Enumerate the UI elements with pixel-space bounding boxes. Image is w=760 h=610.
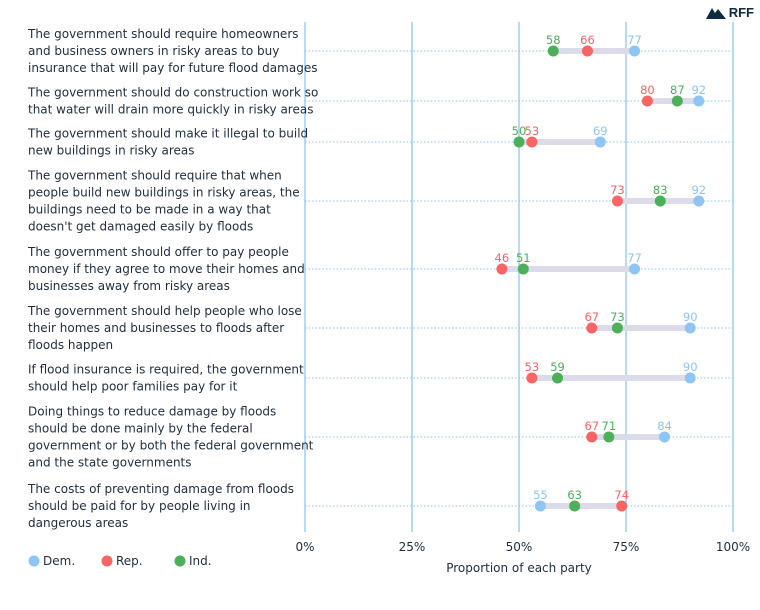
category-label: money if they agree to move their homes … bbox=[28, 262, 305, 276]
data-label: 69 bbox=[593, 124, 608, 138]
legend-label: Ind. bbox=[189, 554, 212, 568]
dot-ind bbox=[611, 322, 623, 334]
category-label: and the state governments bbox=[28, 456, 192, 470]
legend-label: Dem. bbox=[43, 554, 75, 568]
category-label: The government should offer to pay peopl… bbox=[27, 245, 289, 259]
legend-label: Rep. bbox=[116, 554, 143, 568]
data-label: 90 bbox=[683, 360, 698, 374]
data-label: 83 bbox=[653, 183, 668, 197]
legend-swatch bbox=[101, 555, 113, 567]
category-label: and business owners in risky areas to bu… bbox=[28, 44, 279, 58]
category-label: Doing things to reduce damage by floods bbox=[28, 405, 276, 419]
x-tick-label: 75% bbox=[613, 540, 640, 554]
dot-rep bbox=[586, 431, 598, 443]
dot-ind bbox=[513, 136, 525, 148]
data-label: 90 bbox=[683, 310, 698, 324]
category-label: should be done mainly by the federal bbox=[28, 422, 253, 436]
dot-rep bbox=[526, 136, 538, 148]
category-label: should help poor families pay for it bbox=[28, 380, 238, 394]
dot-dem bbox=[684, 322, 696, 334]
dot-dem bbox=[693, 95, 705, 107]
data-label: 73 bbox=[610, 310, 625, 324]
category-label: should be paid for by people living in bbox=[28, 499, 251, 513]
dot-rep bbox=[496, 263, 508, 275]
dot-ind bbox=[671, 95, 683, 107]
data-label: 74 bbox=[614, 488, 629, 502]
data-label: 77 bbox=[627, 33, 642, 47]
category-label: The government should require homeowners bbox=[27, 27, 299, 41]
dot-rep bbox=[641, 95, 653, 107]
category-label: that water will drain more quickly in ri… bbox=[28, 103, 313, 117]
dot-rep bbox=[581, 45, 593, 57]
category-label: The costs of preventing damage from floo… bbox=[27, 482, 294, 496]
legend-swatch bbox=[28, 555, 40, 567]
mountain-logo-icon bbox=[705, 8, 726, 19]
dot-dem bbox=[659, 431, 671, 443]
data-label: 84 bbox=[657, 419, 672, 433]
x-tick-label: 100% bbox=[716, 540, 750, 554]
data-label: 58 bbox=[546, 33, 561, 47]
category-label: businesses away from risky areas bbox=[28, 279, 230, 293]
dot-ind bbox=[552, 372, 564, 384]
dot-ind bbox=[547, 45, 559, 57]
data-label: 92 bbox=[691, 83, 706, 97]
data-label: 73 bbox=[610, 183, 625, 197]
data-label: 80 bbox=[640, 83, 655, 97]
data-label: 51 bbox=[516, 251, 531, 265]
dot-ind bbox=[517, 263, 529, 275]
category-label: their homes and businesses to floods aft… bbox=[28, 321, 284, 335]
category-label: people build new buildings in risky area… bbox=[28, 186, 300, 200]
category-label: new buildings in risky areas bbox=[28, 144, 194, 158]
dot-ind bbox=[603, 431, 615, 443]
category-label: government or by both the federal govern… bbox=[28, 439, 314, 453]
data-label: 50 bbox=[512, 124, 527, 138]
x-tick-label: 25% bbox=[399, 540, 426, 554]
data-label: 87 bbox=[670, 83, 685, 97]
category-label: dangerous areas bbox=[28, 516, 128, 530]
data-label: 77 bbox=[627, 251, 642, 265]
data-label: 67 bbox=[584, 310, 599, 324]
data-label: 55 bbox=[533, 488, 548, 502]
x-axis-label: Proportion of each party bbox=[446, 561, 592, 575]
x-tick-label: 0% bbox=[295, 540, 314, 554]
dot-dem bbox=[684, 372, 696, 384]
category-label: doesn't get damaged easily by floods bbox=[28, 220, 253, 234]
rff-logo: RFF bbox=[705, 5, 754, 20]
dot-rep bbox=[611, 195, 623, 207]
category-label: buildings need to be made in a way that bbox=[28, 203, 271, 217]
category-label: The government should require that when bbox=[27, 169, 282, 183]
dot-dem bbox=[534, 500, 546, 512]
category-label: The government should make it illegal to… bbox=[27, 127, 308, 141]
legend-swatch bbox=[174, 555, 186, 567]
dot-ind bbox=[569, 500, 581, 512]
data-label: 63 bbox=[567, 488, 582, 502]
data-label: 71 bbox=[602, 419, 617, 433]
x-tick-label: 50% bbox=[506, 540, 533, 554]
data-label: 53 bbox=[525, 124, 540, 138]
data-label: 59 bbox=[550, 360, 565, 374]
dot-rep bbox=[586, 322, 598, 334]
category-label: The government should help people who lo… bbox=[27, 304, 302, 318]
logo-text: RFF bbox=[728, 5, 754, 20]
data-label: 92 bbox=[691, 183, 706, 197]
dot-ind bbox=[654, 195, 666, 207]
dot-rep bbox=[616, 500, 628, 512]
dot-rep bbox=[526, 372, 538, 384]
dot-dem bbox=[693, 195, 705, 207]
dot-dem bbox=[594, 136, 606, 148]
category-label: If flood insurance is required, the gove… bbox=[28, 363, 304, 377]
dot-dem bbox=[629, 263, 641, 275]
category-label: insurance that will pay for future flood… bbox=[28, 61, 317, 75]
dot-dem bbox=[629, 45, 641, 57]
category-label: floods happen bbox=[28, 338, 113, 352]
data-label: 66 bbox=[580, 33, 595, 47]
data-label: 46 bbox=[495, 251, 510, 265]
data-label: 53 bbox=[525, 360, 540, 374]
data-label: 67 bbox=[584, 419, 599, 433]
category-label: The government should do construction wo… bbox=[27, 86, 318, 100]
